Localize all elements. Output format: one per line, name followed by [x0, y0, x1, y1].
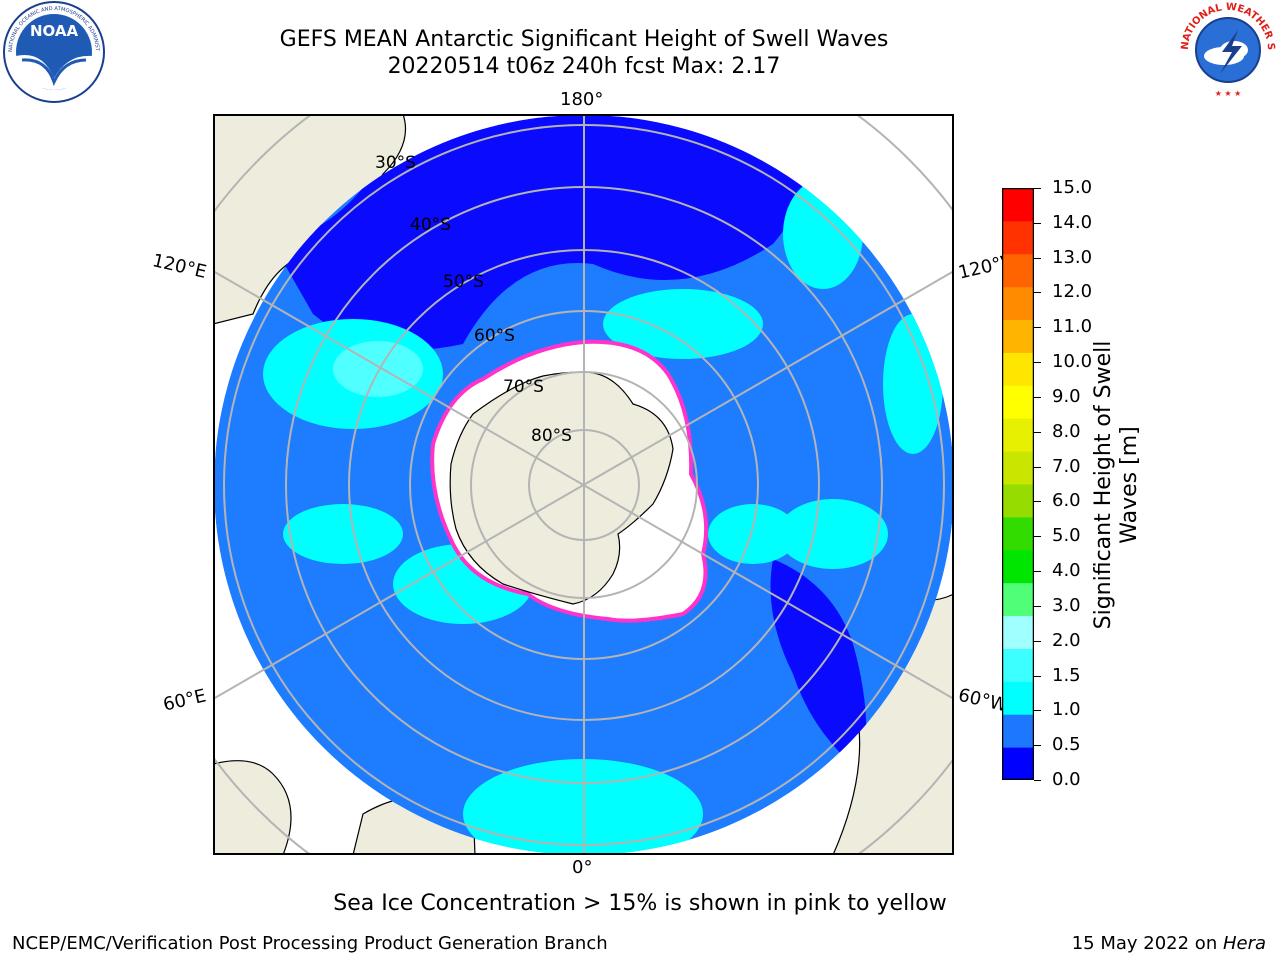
colorbar-swatch	[1002, 582, 1034, 617]
colorbar-tick-mark	[1034, 780, 1041, 781]
svg-text:★ ★ ★: ★ ★ ★	[1215, 89, 1242, 98]
footer-credit: NCEP/EMC/Verification Post Processing Pr…	[12, 933, 608, 954]
colorbar-tick-mark	[1034, 466, 1041, 468]
colorbar-tick-label: 6.0	[1052, 490, 1081, 512]
map-border	[213, 114, 954, 855]
colorbar-tick-mark	[1034, 292, 1041, 294]
polar-map: 30°S 40°S 50°S 60°S 70°S 80°S	[213, 114, 954, 855]
colorbar-swatch	[1002, 681, 1034, 715]
colorbar-swatch	[1002, 319, 1034, 353]
colorbar-tick-label: 14.0	[1052, 211, 1093, 233]
colorbar-tick-mark	[1034, 571, 1041, 573]
footer-machine: Hera	[1222, 933, 1266, 954]
chart-title: GEFS MEAN Antarctic Significant Height o…	[279, 27, 889, 52]
colorbar-tick-label: 2.0	[1052, 629, 1081, 651]
colorbar-tick-mark	[1034, 536, 1041, 538]
colorbar-tick-label: 0.0	[1052, 769, 1081, 790]
lon-label-180: 180°	[560, 89, 604, 110]
colorbar-tick-label: 11.0	[1052, 316, 1093, 338]
colorbar-label: Significant Height of Swell Waves [m]	[1091, 340, 1142, 630]
colorbar-tick-mark	[1034, 327, 1041, 329]
colorbar-tick-mark	[1034, 675, 1041, 677]
colorbar-swatch	[1002, 516, 1034, 551]
colorbar-swatch	[1002, 188, 1034, 222]
colorbar-swatch	[1002, 385, 1034, 419]
colorbar-swatch	[1002, 418, 1034, 452]
lat-label-60s: 60°S	[474, 326, 515, 346]
colorbar-tick-mark	[1034, 605, 1041, 607]
colorbar-swatch	[1002, 352, 1034, 386]
lat-label-50s: 50°S	[443, 272, 484, 292]
sea-ice-note: Sea Ice Concentration > 15% is shown in …	[333, 891, 947, 916]
colorbar-tick-mark	[1034, 222, 1041, 224]
lon-label-60e: 60°E	[161, 685, 209, 716]
colorbar-tick-mark	[1034, 640, 1041, 642]
colorbar-swatch	[1002, 714, 1034, 748]
colorbar-swatch	[1002, 286, 1034, 321]
colorbar-tick-mark	[1034, 396, 1041, 398]
colorbar-tick-label: 4.0	[1052, 560, 1081, 582]
chart-subtitle-run-info: 20220514 t06z 240h fcst Max: 2.17	[387, 54, 781, 79]
colorbar-swatch	[1002, 615, 1034, 649]
colorbar-tick-mark	[1034, 710, 1041, 712]
swell-1.5-2.0	[333, 341, 423, 397]
graticule	[213, 114, 954, 855]
colorbar-tick-label: 12.0	[1052, 281, 1093, 303]
colorbar-tick-label: 8.0	[1052, 420, 1081, 442]
colorbar-tick-label: 5.0	[1052, 525, 1081, 547]
colorbar-tick-label: 7.0	[1052, 455, 1081, 477]
colorbar-tick-mark	[1034, 362, 1041, 364]
footer-date-text: 15 May 2022 on	[1071, 933, 1223, 954]
colorbar-tick-mark	[1034, 188, 1041, 189]
colorbar-tick-label: 15.0	[1052, 177, 1093, 198]
latitude-labels: 30°S 40°S 50°S 60°S 70°S 80°S	[375, 153, 572, 446]
colorbar-tick-label: 1.0	[1052, 699, 1081, 721]
lon-label-0: 0°	[572, 857, 593, 878]
colorbar-swatch	[1002, 484, 1034, 518]
colorbar-tick-mark	[1034, 431, 1041, 433]
colorbar-swatch	[1002, 648, 1034, 682]
colorbar-swatch	[1002, 747, 1034, 780]
footer-date: 15 May 2022 on Hera	[1072, 933, 1266, 954]
colorbar-tick-label: 9.0	[1052, 385, 1081, 407]
lat-label-30s: 30°S	[375, 153, 416, 173]
lat-label-80s: 80°S	[531, 426, 572, 446]
colorbar-tick-label: 13.0	[1052, 246, 1093, 268]
colorbar-swatch	[1002, 451, 1034, 485]
lat-label-70s: 70°S	[503, 377, 544, 397]
colorbar-tick-mark	[1034, 745, 1041, 747]
colorbar-swatch	[1002, 549, 1034, 584]
colorbar-tick-label: 1.5	[1052, 664, 1081, 686]
colorbar-tick-mark	[1034, 501, 1041, 503]
noaa-logo: NOAA NATIONAL OCEANIC AND ATMOSPHERIC AD…	[2, 0, 105, 103]
colorbar-tick-label: 0.5	[1052, 734, 1081, 756]
colorbar	[1002, 188, 1034, 780]
colorbar-tick-mark	[1034, 257, 1041, 259]
colorbar-swatch	[1002, 220, 1034, 255]
lon-label-120e: 120°E	[150, 250, 209, 283]
colorbar-swatch	[1002, 253, 1034, 288]
colorbar-tick-label: 3.0	[1052, 594, 1081, 616]
nws-logo: NATIONAL WEATHER SERVICE ★ ★ ★	[1178, 0, 1276, 98]
colorbar-tick-label: 10.0	[1052, 351, 1093, 373]
antarctica	[449, 371, 674, 605]
noaa-logo-text: NOAA	[30, 22, 79, 40]
lat-label-40s: 40°S	[410, 215, 451, 235]
